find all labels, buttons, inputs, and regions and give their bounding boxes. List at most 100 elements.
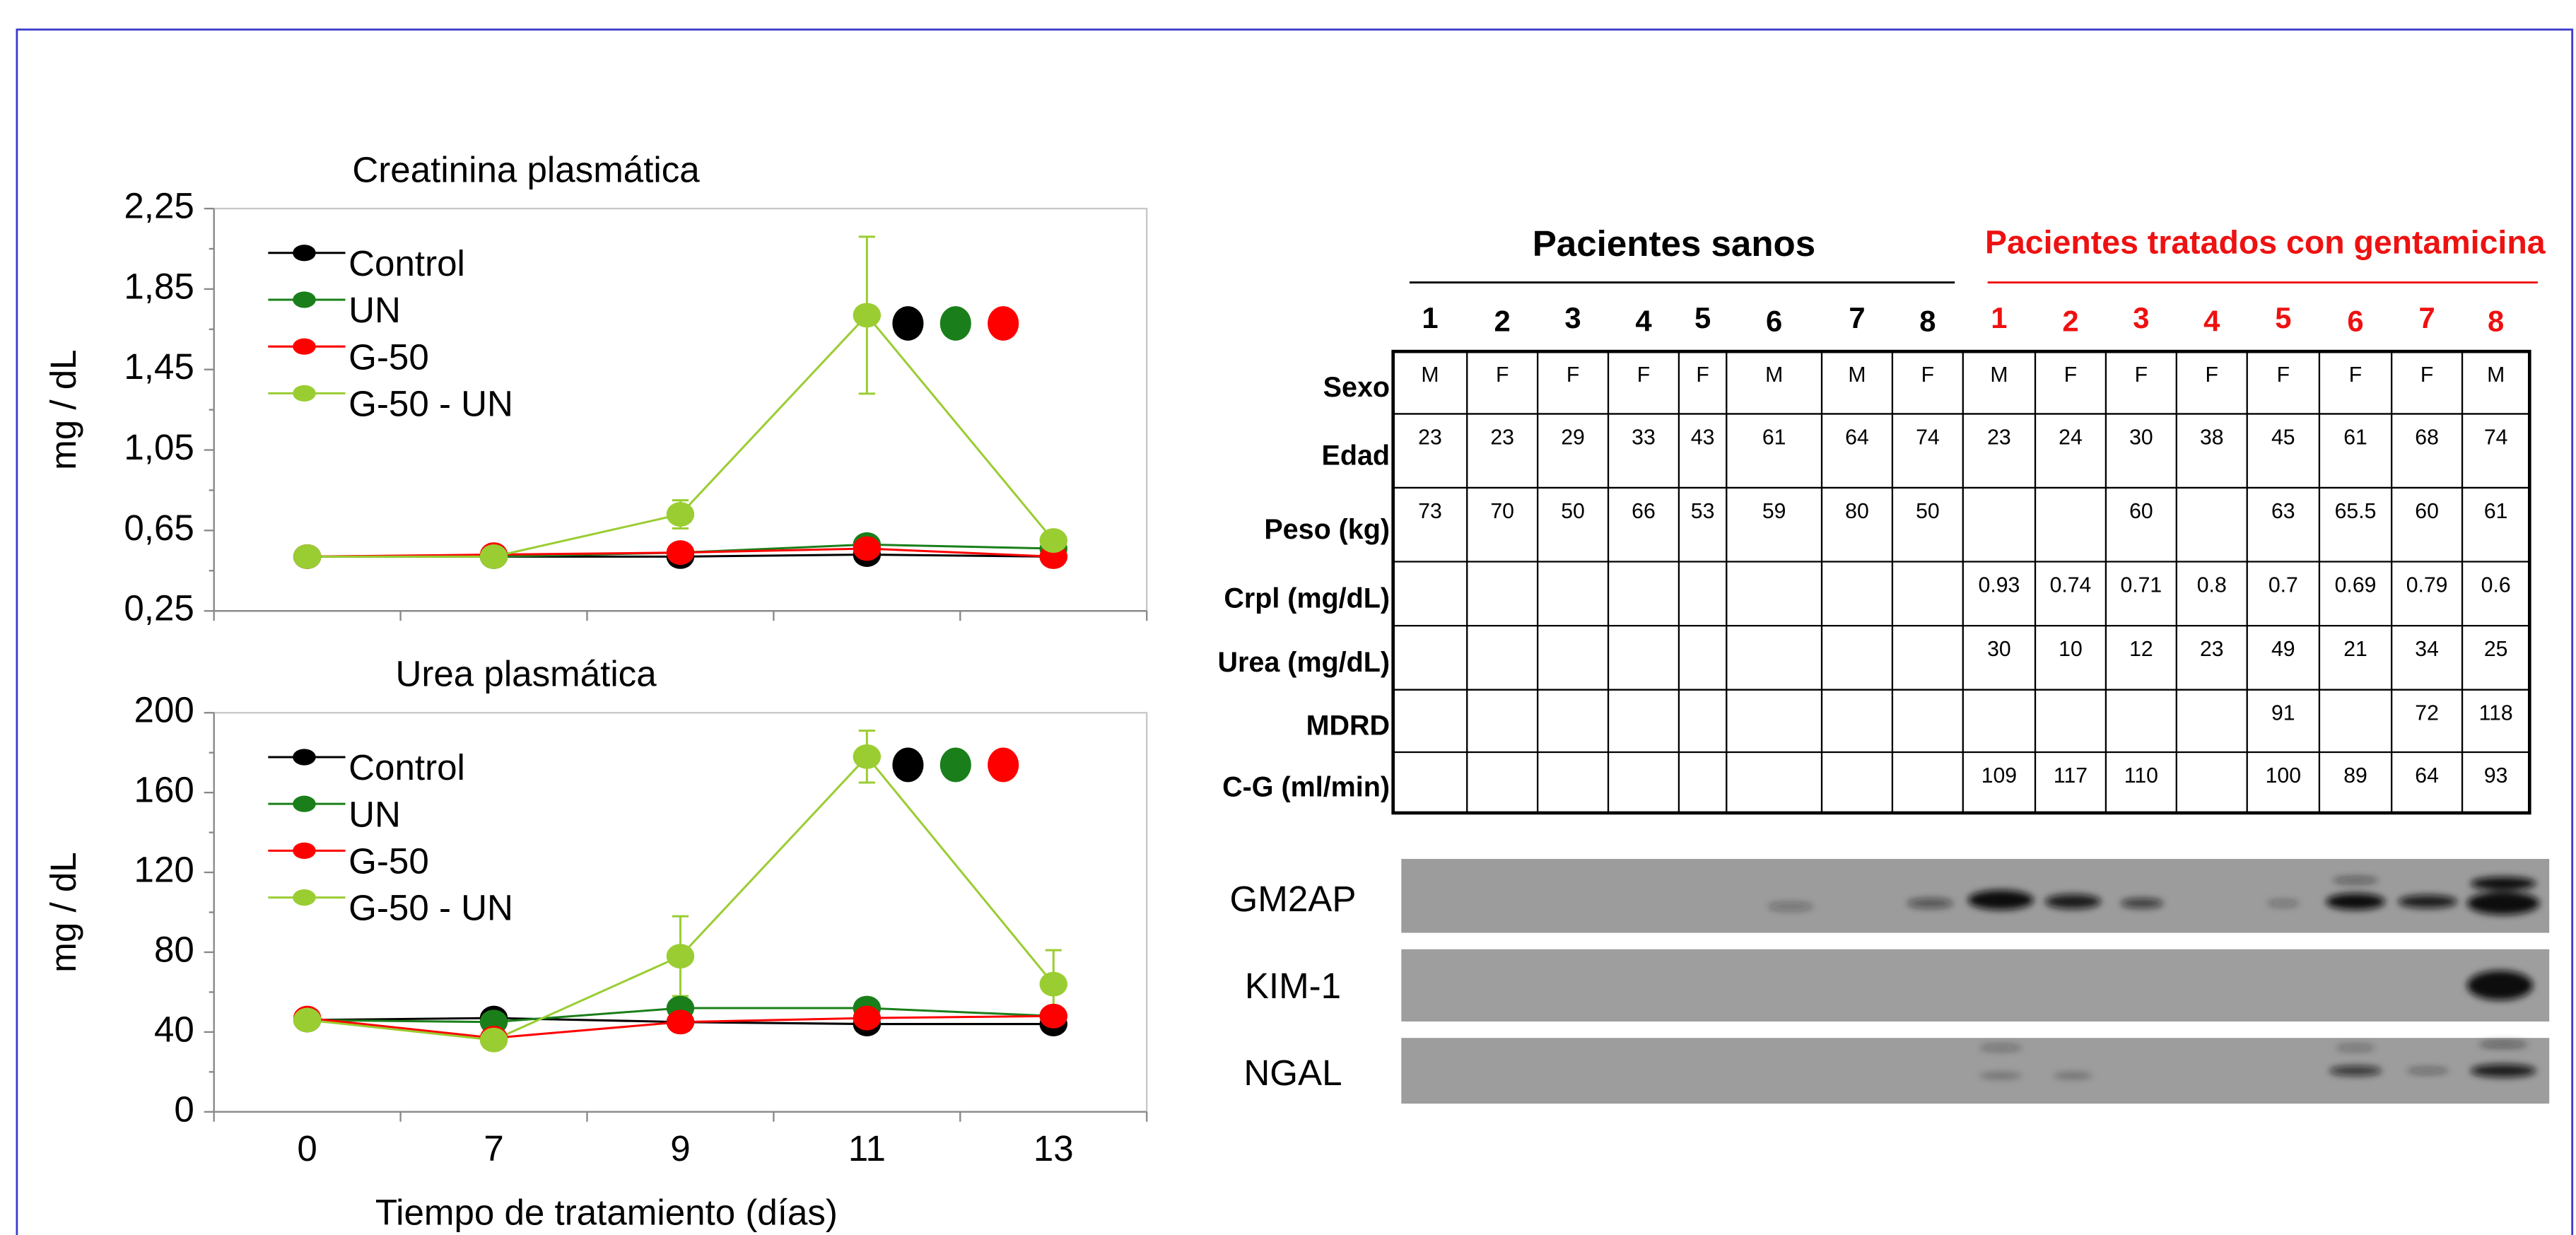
column-number: 3 — [1564, 301, 1581, 334]
table-cell: 10 — [2059, 638, 2083, 661]
y-tick-label: 160 — [134, 770, 194, 810]
legend-marker — [293, 291, 316, 308]
table-cell: 60 — [2129, 500, 2153, 523]
x-tick-label: 9 — [670, 1128, 690, 1169]
band — [2467, 891, 2539, 915]
table-cell: 64 — [1845, 426, 1869, 449]
legend-label: UN — [349, 794, 401, 834]
table-cell: 66 — [1632, 500, 1656, 523]
table-cell: 61 — [2484, 500, 2508, 523]
y-tick-label: 120 — [134, 850, 194, 890]
table-cell: 59 — [1762, 500, 1786, 523]
row-label: Urea (mg/dL) — [1218, 647, 1391, 678]
chart-title: Creatinina plasmática — [352, 149, 700, 189]
table-cell: F — [2420, 363, 2433, 387]
table-cell: 80 — [1845, 500, 1869, 523]
data-point — [1040, 1004, 1067, 1029]
band — [1968, 890, 2034, 910]
x-tick-label: 7 — [484, 1128, 503, 1169]
data-point — [853, 1006, 881, 1031]
band — [1979, 1045, 2022, 1051]
table-cell: 0.93 — [1979, 573, 2020, 597]
table-cell: 63 — [2271, 500, 2295, 523]
legend-label: UN — [349, 290, 401, 330]
column-number: 6 — [2347, 305, 2363, 338]
column-number: 4 — [2203, 305, 2220, 338]
band — [2478, 1041, 2528, 1048]
table-cell: 0.6 — [2481, 573, 2511, 597]
legend-marker — [293, 385, 316, 402]
table-cell: 50 — [1561, 500, 1585, 523]
data-point — [667, 502, 694, 527]
band — [2045, 894, 2101, 909]
band — [2467, 971, 2533, 1000]
column-number: 3 — [2133, 301, 2149, 334]
table-cell: 70 — [1490, 500, 1514, 523]
table-cell: M — [1848, 363, 1866, 387]
chart-title: Urea plasmática — [395, 654, 657, 694]
legend-marker — [293, 749, 316, 765]
table-cell: 12 — [2129, 638, 2153, 661]
table-cell: 38 — [2200, 426, 2224, 449]
data-point — [853, 744, 881, 769]
y-tick-label: 0 — [174, 1089, 194, 1129]
data-point — [853, 537, 881, 561]
row-label: MDRD — [1306, 710, 1390, 742]
band — [2054, 1072, 2093, 1079]
band — [2333, 877, 2379, 884]
x-axis-label: Tiempo de tratamiento (días) — [375, 1193, 838, 1233]
y-axis-label: mg / dL — [43, 349, 83, 469]
band — [2336, 1045, 2375, 1051]
legend-marker — [293, 796, 316, 812]
y-tick-label: 0,25 — [124, 588, 194, 628]
band — [1767, 903, 1813, 911]
y-axis-label: mg / dL — [43, 852, 83, 972]
band — [2267, 900, 2300, 906]
data-point — [480, 544, 508, 569]
y-tick-label: 1,45 — [124, 346, 194, 387]
figure: GM2AP KIM-1 NGAL Creatinina plasmática mg… — [0, 0, 2576, 1235]
band — [2406, 1067, 2449, 1074]
data-point — [1040, 972, 1067, 997]
x-tick-label: 11 — [848, 1128, 886, 1169]
table-cell: F — [1496, 363, 1509, 387]
table-cell: 0.69 — [2335, 573, 2377, 597]
band — [2398, 895, 2457, 908]
table-cell: 23 — [1418, 426, 1442, 449]
table-cell: 25 — [2484, 638, 2508, 661]
data-point — [293, 544, 321, 569]
western-blot: GM2AP KIM-1 NGAL — [1230, 859, 2550, 1104]
table-cell: 117 — [2054, 764, 2088, 788]
table-cell: 65.5 — [2335, 500, 2377, 523]
legend-marker — [293, 843, 316, 859]
legend-label: G-50 - UN — [349, 888, 513, 928]
significance-marker — [988, 306, 1019, 341]
column-number: 4 — [1635, 305, 1652, 338]
table-cell: 61 — [2343, 426, 2367, 449]
column-number: 7 — [1849, 301, 1865, 334]
table-cell: 0.79 — [2406, 573, 2448, 597]
legend-label: Control — [349, 747, 465, 788]
table-cell: 73 — [1418, 500, 1442, 523]
column-number: 8 — [2488, 305, 2504, 338]
table-cell: 100 — [2266, 764, 2301, 788]
column-number: 1 — [1422, 301, 1438, 334]
table-cell: 33 — [1632, 426, 1656, 449]
data-point — [853, 303, 881, 327]
band — [2471, 877, 2536, 891]
significance-marker — [940, 306, 971, 341]
table-cell: F — [2206, 363, 2218, 387]
table-cell: F — [2135, 363, 2148, 387]
significance-marker — [988, 748, 1019, 783]
blot-strip — [1401, 949, 2549, 1022]
table-cell: 93 — [2484, 764, 2508, 788]
group-header: Pacientes sanos — [1533, 223, 1815, 264]
significance-marker — [892, 748, 923, 783]
legend-label: G-50 — [349, 336, 429, 377]
column-number: 5 — [2275, 301, 2291, 334]
table-cell: 45 — [2271, 426, 2295, 449]
table-cell: 61 — [1762, 426, 1786, 449]
table-cell: 74 — [1916, 426, 1940, 449]
y-tick-label: 40 — [154, 1009, 194, 1049]
table-cell: 24 — [2059, 426, 2083, 449]
